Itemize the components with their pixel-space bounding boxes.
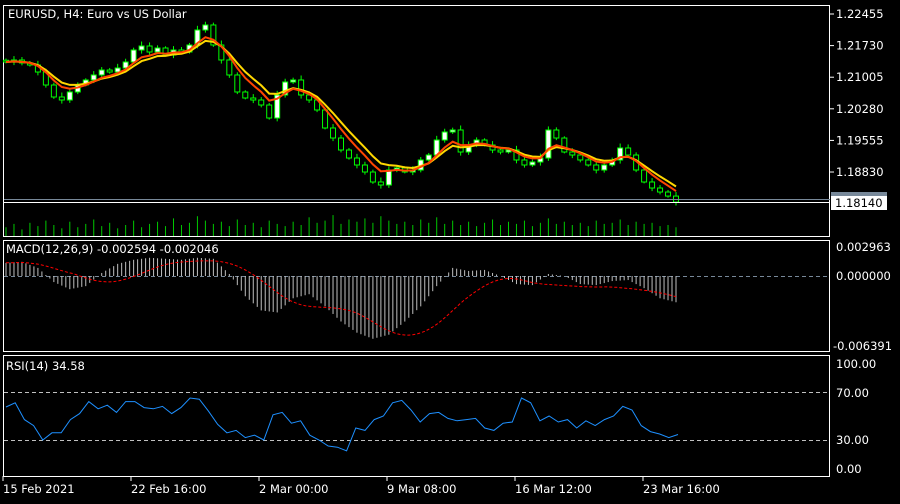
rsi-line — [5, 397, 679, 452]
candle-body — [266, 104, 273, 119]
candle-body — [649, 181, 656, 189]
current-price-label-box — [831, 196, 887, 210]
candle-body — [210, 24, 217, 46]
candle-body — [657, 187, 664, 193]
rsi-tick: 0.00 — [836, 462, 862, 476]
moving-average-slow — [5, 39, 677, 188]
time-tick-label: 23 Mar 16:00 — [643, 482, 720, 496]
candle-body — [585, 159, 592, 166]
macd-tick: -0.006391 — [833, 339, 892, 353]
candle-body — [561, 137, 568, 153]
candle-body — [449, 129, 456, 133]
candle-body — [106, 69, 113, 73]
candle-body — [322, 109, 329, 129]
price-tick-label: 1.19555 — [836, 133, 884, 147]
ask-price-label — [831, 192, 887, 198]
candle-body — [98, 69, 105, 76]
candle-body — [66, 91, 73, 101]
candle-body — [202, 24, 209, 31]
candle-body — [330, 127, 337, 139]
candle-body — [226, 59, 233, 76]
candle-body — [385, 169, 392, 186]
price-tick-label: 1.21730 — [836, 39, 884, 53]
rsi-tick: 30.00 — [836, 433, 869, 447]
rsi-tick: 70.00 — [836, 386, 869, 400]
candle-body — [338, 137, 344, 151]
candle-body — [497, 149, 504, 153]
candle-body — [361, 164, 368, 173]
candle-body — [345, 149, 352, 159]
candle-body — [513, 149, 520, 161]
candle-body — [441, 131, 448, 141]
time-axis: 15 Feb 2021 22 Feb 16:00 2 Mar 00:00 9 Mar … — [2, 476, 720, 496]
candle-body — [138, 45, 145, 51]
macd-pane-frame — [3, 240, 830, 352]
candle-body — [50, 84, 57, 98]
candle-body — [122, 61, 129, 69]
candle-body — [377, 181, 384, 186]
time-tick-label: 22 Feb 16:00 — [131, 482, 206, 496]
rsi-pane-frame — [3, 355, 830, 477]
price-axis: 1.22455 1.21730 1.21005 1.20280 1.19555 1.188… — [830, 7, 884, 179]
candle-body — [282, 81, 289, 96]
moving-average-fast — [5, 36, 677, 192]
macd-label: MACD(12,26,9) -0.002594 -0.002046 — [6, 242, 219, 256]
volume-bars — [5, 215, 677, 236]
macd-tick: 0.000000 — [836, 269, 891, 283]
candle-body — [369, 171, 376, 183]
candle-body — [617, 147, 624, 161]
candle-body — [625, 147, 632, 156]
time-tick-label: 9 Mar 08:00 — [387, 482, 456, 496]
candles — [3, 21, 679, 206]
time-tick-label: 2 Mar 00:00 — [259, 482, 328, 496]
time-tick-label: 15 Feb 2021 — [3, 482, 75, 496]
macd-tick: 0.002963 — [836, 240, 891, 254]
candle-body — [521, 159, 528, 166]
candle-body — [569, 151, 576, 156]
time-tick-label: 16 Mar 12:00 — [515, 482, 592, 496]
price-tick-label: 1.18830 — [836, 165, 884, 179]
candle-body — [353, 157, 360, 166]
macd-signal-line — [6, 260, 677, 336]
main-pane-frame — [3, 5, 830, 237]
candle-body — [90, 74, 97, 81]
current-price-label: 1.18140 — [835, 196, 883, 210]
candle-body — [665, 191, 672, 197]
candle-body — [298, 79, 305, 96]
candle-body — [58, 96, 65, 101]
chart-title: EURUSD, H4: Euro vs US Dollar — [8, 7, 187, 21]
candle-body — [553, 129, 560, 139]
price-tick-label: 1.22455 — [836, 7, 884, 21]
candle-body — [154, 47, 161, 53]
macd-histogram — [5, 257, 677, 339]
candle-body — [505, 149, 512, 153]
price-tick-label: 1.20280 — [836, 102, 884, 116]
candle-body — [457, 129, 464, 153]
candle-body — [641, 169, 648, 183]
candle-body — [234, 74, 241, 93]
candle-body — [593, 164, 600, 171]
candle-body — [577, 154, 584, 161]
candle-body — [130, 49, 137, 63]
candle-body — [274, 94, 281, 119]
rsi-label: RSI(14) 34.58 — [6, 359, 85, 373]
candle-body — [218, 44, 225, 61]
candle-body — [146, 45, 153, 53]
candle-body — [258, 99, 265, 106]
candle-body — [425, 154, 432, 161]
candle-body — [529, 161, 536, 166]
price-tick-label: 1.21005 — [836, 70, 884, 84]
candle-body — [114, 67, 121, 73]
candle-body — [601, 164, 608, 171]
candle-body — [250, 97, 257, 101]
rsi-tick: 100.00 — [836, 357, 876, 371]
candle-body — [290, 79, 297, 83]
candle-body — [242, 91, 249, 99]
candle-body — [545, 129, 552, 159]
